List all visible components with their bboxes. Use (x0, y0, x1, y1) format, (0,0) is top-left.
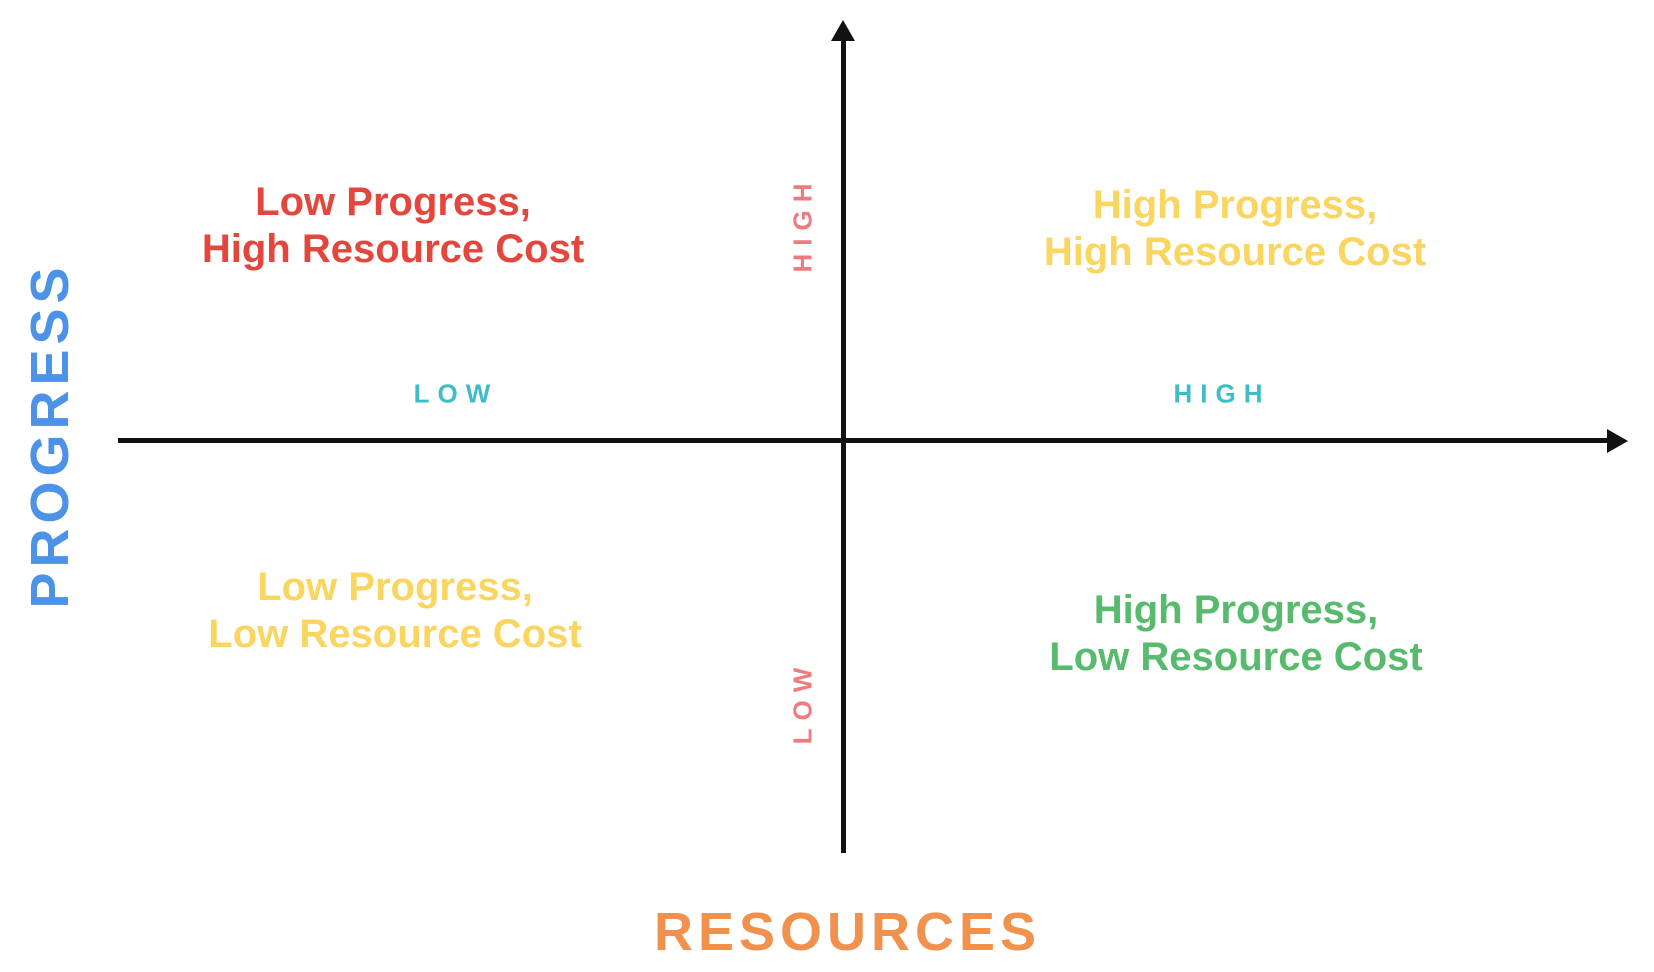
quadrant-label-line: High Resource Cost (1043, 230, 1427, 274)
y-axis-title: PROGRESS (20, 262, 80, 609)
y-axis-high-tick-label: HIGH (787, 175, 818, 273)
quadrant-label-top-right: High Progress, High Resource Cost (1044, 182, 1426, 276)
quadrant-label-line: High Progress, (1093, 588, 1379, 632)
quadrant-label-line: Low Progress, (255, 180, 531, 224)
quadrant-label-bottom-right: High Progress, Low Resource Cost (1049, 587, 1422, 681)
arrow-up-icon (831, 20, 855, 41)
quadrant-label-top-left: Low Progress, High Resource Cost (202, 179, 584, 273)
quadrant-label-line: Low Resource Cost (1049, 635, 1423, 679)
arrow-right-icon (1607, 428, 1628, 453)
x-axis-title: RESOURCES (653, 902, 1042, 962)
x-axis-line (118, 438, 1612, 443)
quadrant-label-line: Low Resource Cost (208, 612, 582, 656)
quadrant-label-line: High Progress, (1092, 183, 1378, 227)
quadrant-label-line: High Resource Cost (201, 227, 585, 271)
quadrant-label-line: Low Progress, (257, 565, 533, 609)
x-axis-high-tick-label: HIGH (1173, 378, 1271, 409)
x-axis-low-tick-label: LOW (413, 378, 499, 409)
y-axis-low-tick-label: LOW (787, 659, 818, 745)
quadrant-label-bottom-left: Low Progress, Low Resource Cost (208, 564, 581, 658)
